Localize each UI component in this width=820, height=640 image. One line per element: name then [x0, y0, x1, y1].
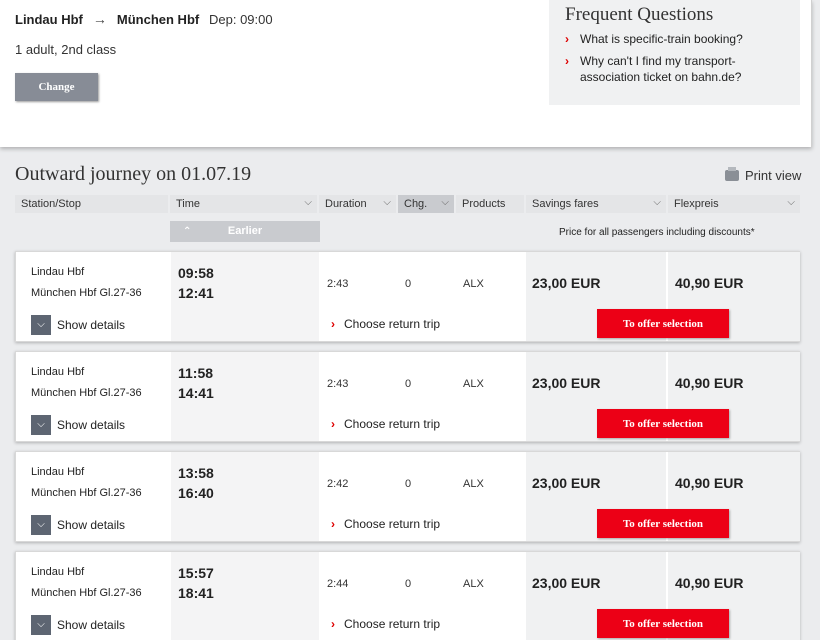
show-details-button[interactable]: ⌵ Show details — [31, 615, 125, 635]
flexpreis-price[interactable]: 40,90 EUR — [675, 475, 744, 491]
station-to: München Hbf Gl.27-36 — [31, 287, 142, 299]
show-details-button[interactable]: ⌵ Show details — [31, 415, 125, 435]
passenger-info: 1 adult, 2nd class — [15, 42, 117, 57]
chevron-right-icon: › — [331, 317, 335, 331]
change-button[interactable]: Change — [15, 73, 98, 101]
chevron-down-icon: ⌵ — [787, 197, 795, 208]
choose-return-trip-link[interactable]: › Choose return trip — [331, 417, 441, 431]
route-from: Lindau Hbf — [15, 11, 83, 27]
station-to: München Hbf Gl.27-36 — [31, 487, 142, 499]
chevron-down-icon: ⌵ — [31, 515, 51, 535]
offer-selection-button[interactable]: To offer selection — [597, 609, 729, 638]
duration: 2:43 — [327, 278, 349, 290]
column-duration[interactable]: Duration ⌵ — [319, 195, 396, 213]
offer-selection-button[interactable]: To offer selection — [597, 409, 729, 438]
show-details-button[interactable]: ⌵ Show details — [31, 315, 125, 335]
faq-link[interactable]: › Why can't I find my transport-associati… — [565, 54, 742, 84]
arrival-time: 14:41 — [178, 385, 214, 401]
faq-title: Frequent Questions — [565, 4, 714, 25]
products: ALX — [463, 378, 484, 390]
duration: 2:43 — [327, 378, 349, 390]
earlier-button[interactable]: ⌃ Earlier — [170, 221, 320, 242]
chevron-right-icon: › — [565, 54, 569, 68]
offer-selection-button[interactable]: To offer selection — [597, 509, 729, 538]
chevron-up-icon: ⌃ — [183, 226, 192, 237]
chevron-right-icon: › — [331, 517, 335, 531]
journey-row: Lindau Hbf München Hbf Gl.27-36 15:57 18… — [15, 551, 800, 640]
column-flexpreis[interactable]: Flexpreis ⌵ — [668, 195, 800, 213]
departure-time: 09:58 — [178, 265, 214, 281]
changes-count: 0 — [405, 578, 412, 590]
price-note: Price for all passengers including disco… — [559, 227, 755, 238]
column-time[interactable]: Time ⌵ — [170, 195, 317, 213]
products: ALX — [463, 278, 484, 290]
departure-time: 11:58 — [178, 365, 214, 381]
arrival-time: 18:41 — [178, 585, 214, 601]
station-to: München Hbf Gl.27-36 — [31, 387, 142, 399]
changes-count: 0 — [405, 378, 412, 390]
faq-link[interactable]: › What is specific-train booking? — [565, 32, 743, 46]
chevron-down-icon: ⌵ — [31, 615, 51, 635]
products: ALX — [463, 578, 484, 590]
products: ALX — [463, 478, 484, 490]
departure-time: 15:57 — [178, 565, 214, 581]
outward-journey-title: Outward journey on 01.07.19 — [15, 163, 252, 185]
savings-fare-price[interactable]: 23,00 EUR — [532, 475, 601, 491]
chevron-right-icon: › — [331, 617, 335, 631]
changes-count: 0 — [405, 278, 412, 290]
chevron-right-icon: › — [565, 32, 569, 46]
route-to: München Hbf — [116, 11, 200, 27]
offer-selection-button[interactable]: To offer selection — [597, 309, 729, 338]
duration: 2:44 — [327, 578, 349, 590]
departure-time: Dep: 09:00 — [209, 12, 273, 27]
choose-return-trip-link[interactable]: › Choose return trip — [331, 517, 441, 531]
show-details-button[interactable]: ⌵ Show details — [31, 515, 125, 535]
departure-time: 13:58 — [178, 465, 214, 481]
route-summary: Lindau Hbf → München Hbf — [15, 11, 199, 27]
chevron-down-icon: ⌵ — [653, 197, 661, 208]
station-from: Lindau Hbf — [31, 566, 85, 578]
flexpreis-price[interactable]: 40,90 EUR — [675, 575, 744, 591]
flexpreis-price[interactable]: 40,90 EUR — [675, 275, 744, 291]
savings-fare-price[interactable]: 23,00 EUR — [532, 275, 601, 291]
chevron-down-icon: ⌵ — [383, 197, 391, 208]
flexpreis-price[interactable]: 40,90 EUR — [675, 375, 744, 391]
choose-return-trip-link[interactable]: › Choose return trip — [331, 317, 441, 331]
column-products[interactable]: Products — [456, 195, 524, 213]
search-summary-panel: Lindau Hbf → München Hbf Dep: 09:00 1 ad… — [0, 0, 812, 147]
station-from: Lindau Hbf — [31, 366, 85, 378]
station-to: München Hbf Gl.27-36 — [31, 587, 142, 599]
chevron-down-icon: ⌵ — [441, 197, 449, 208]
duration: 2:42 — [327, 478, 349, 490]
journey-row: Lindau Hbf München Hbf Gl.27-36 09:58 12… — [15, 251, 800, 342]
chevron-down-icon: ⌵ — [31, 415, 51, 435]
chevron-down-icon: ⌵ — [31, 315, 51, 335]
chevron-down-icon: ⌵ — [304, 197, 312, 208]
column-headers: Station/Stop Time ⌵ Duration ⌵ Chg. ⌵ Produ… — [15, 195, 800, 213]
arrow-right-icon: → — [92, 11, 107, 27]
station-from: Lindau Hbf — [31, 466, 85, 478]
chevron-right-icon: › — [331, 417, 335, 431]
column-savings[interactable]: Savings fares ⌵ — [526, 195, 666, 213]
journey-row: Lindau Hbf München Hbf Gl.27-36 11:58 14… — [15, 351, 800, 442]
changes-count: 0 — [405, 478, 412, 490]
printer-icon — [725, 167, 739, 181]
station-from: Lindau Hbf — [31, 266, 85, 278]
choose-return-trip-link[interactable]: › Choose return trip — [331, 617, 441, 631]
column-station[interactable]: Station/Stop — [15, 195, 168, 213]
savings-fare-price[interactable]: 23,00 EUR — [532, 375, 601, 391]
journey-row: Lindau Hbf München Hbf Gl.27-36 13:58 16… — [15, 451, 800, 542]
arrival-time: 12:41 — [178, 285, 214, 301]
savings-fare-price[interactable]: 23,00 EUR — [532, 575, 601, 591]
column-changes[interactable]: Chg. ⌵ — [398, 195, 454, 213]
arrival-time: 16:40 — [178, 485, 214, 501]
faq-box: Frequent Questions › What is specific-tra… — [549, 0, 800, 105]
print-view-link[interactable]: Print view — [725, 167, 801, 183]
